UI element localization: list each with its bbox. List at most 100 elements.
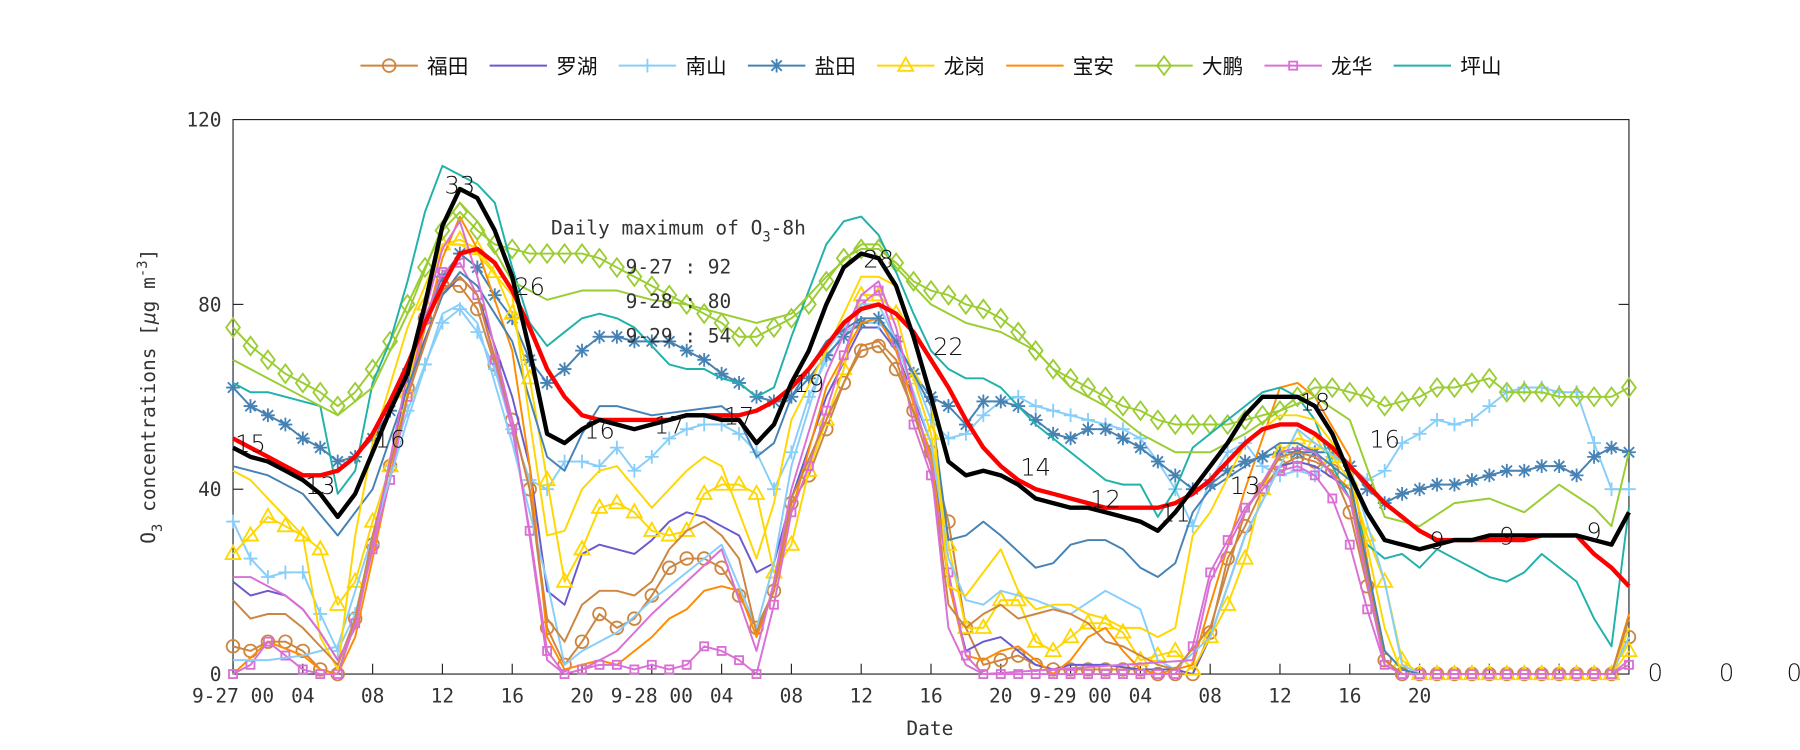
asterisk-marker: [295, 431, 310, 446]
triangle-marker: [1131, 650, 1150, 667]
asterisk-marker: [644, 334, 659, 349]
triangle-marker: [1183, 659, 1202, 676]
circle-marker: [225, 639, 241, 654]
triangle-marker: [503, 303, 522, 320]
point-label: 22: [933, 333, 964, 361]
textbox-line-1: 9-27 : 92: [626, 255, 732, 278]
plus-marker: [644, 449, 659, 464]
triangle-marker: [1044, 641, 1063, 658]
triangle-marker: [956, 617, 975, 634]
point-label: 18: [1300, 389, 1331, 417]
asterisk-marker: [557, 362, 572, 376]
triangle-marker: [1236, 548, 1255, 565]
diamond-marker: [608, 256, 625, 279]
y-axis-label: O3 concentrations [μg m-3]: [135, 249, 166, 544]
circle-marker: [1080, 662, 1096, 677]
diamond-marker: [1551, 386, 1568, 408]
diamond-marker: [1428, 376, 1446, 399]
legend-square-icon: [1288, 60, 1299, 71]
triangle-marker: [311, 539, 330, 556]
plus-marker: [261, 570, 275, 584]
asterisk-marker: [1587, 449, 1601, 464]
plus-marker: [976, 408, 991, 423]
series-大鹏: [225, 201, 1637, 436]
series-line: [232, 275, 1630, 676]
triangle-marker: [590, 497, 609, 514]
x-tick-label: 08: [780, 685, 803, 708]
x-tick-label: 20: [1408, 685, 1431, 708]
x-tick-label: 16: [919, 685, 942, 708]
asterisk-marker: [487, 288, 502, 303]
diamond-marker: [1254, 404, 1271, 427]
circle-marker: [1115, 662, 1131, 677]
x-tick-label: 20: [570, 685, 593, 708]
diamond-marker: [940, 284, 957, 306]
point-label: 17: [654, 412, 685, 440]
diamond-marker: [1620, 376, 1637, 399]
series-line-14: [233, 220, 1630, 676]
plus-marker: [1430, 413, 1444, 427]
x-tick-label: 16: [1338, 685, 1361, 708]
asterisk-marker: [610, 329, 624, 344]
point-label: 15: [235, 430, 266, 458]
diamond-marker: [294, 372, 311, 394]
square-marker: [769, 599, 779, 610]
square-marker: [1013, 669, 1024, 679]
asterisk-marker: [819, 348, 834, 363]
asterisk-marker: [1395, 486, 1410, 501]
square-marker: [437, 267, 448, 277]
diamond-marker: [1184, 413, 1201, 436]
diamond-marker: [818, 270, 835, 293]
series-line-13: [232, 275, 1630, 676]
legend-item-龙华: 龙华: [1264, 55, 1372, 79]
legend-label: 大鹏: [1202, 55, 1243, 79]
legend-item-宝安: 宝安: [1006, 55, 1114, 79]
point-label: 9: [1499, 523, 1514, 551]
legend-item-大鹏: 大鹏: [1135, 55, 1243, 79]
circle-marker: [1098, 662, 1113, 677]
asterisk-marker: [1412, 482, 1427, 497]
diamond-marker: [748, 326, 765, 348]
square-marker: [1362, 604, 1373, 615]
plus-marker: [1412, 426, 1427, 441]
series-lines: [223, 164, 1638, 682]
diamond-marker: [1463, 372, 1480, 394]
diamond-marker: [225, 316, 242, 339]
asterisk-marker: [976, 394, 991, 409]
series-line: [232, 215, 1630, 676]
square-marker: [1117, 669, 1128, 679]
diamond-marker: [416, 256, 434, 279]
plus-marker: [1604, 482, 1619, 497]
plus-marker: [575, 454, 589, 469]
triangle-marker: [1619, 641, 1638, 658]
asterisk-marker: [365, 431, 380, 446]
asterisk-marker: [243, 399, 258, 413]
series-line-11: [232, 271, 1630, 676]
asterisk-marker: [959, 417, 973, 432]
x-tick-label: 9-29 00: [1029, 685, 1111, 708]
plus-marker: [295, 565, 310, 580]
circle-marker: [976, 657, 991, 673]
plus-marker: [1395, 436, 1410, 450]
diamond-marker: [259, 349, 276, 371]
asterisk-marker: [592, 329, 607, 344]
square-marker: [1309, 470, 1320, 481]
diamond-marker: [678, 293, 695, 316]
diamond-marker: [992, 307, 1009, 329]
diamond-marker: [1271, 399, 1289, 422]
point-label: 13: [305, 472, 336, 500]
point-label: 13: [1230, 472, 1261, 500]
triangle-marker: [1009, 590, 1028, 607]
plus-marker: [1046, 403, 1061, 418]
x-tick-label: 04: [710, 685, 733, 708]
series-line-15: [232, 246, 1631, 588]
diamond-marker: [1603, 386, 1620, 408]
plus-marker: [226, 514, 240, 529]
circle-marker: [260, 634, 276, 649]
square-marker: [699, 641, 710, 652]
point-annotations: 15 13 16 33 26 16 17 17 19 28 22 14 12 11 13 18 16 9 9 9 0 0 0: [235, 171, 1800, 686]
point-label: 9: [1586, 518, 1601, 546]
x-tick-label: 12: [1268, 685, 1291, 708]
legend-label: 盐田: [814, 55, 855, 79]
asterisk-marker: [1604, 440, 1619, 455]
